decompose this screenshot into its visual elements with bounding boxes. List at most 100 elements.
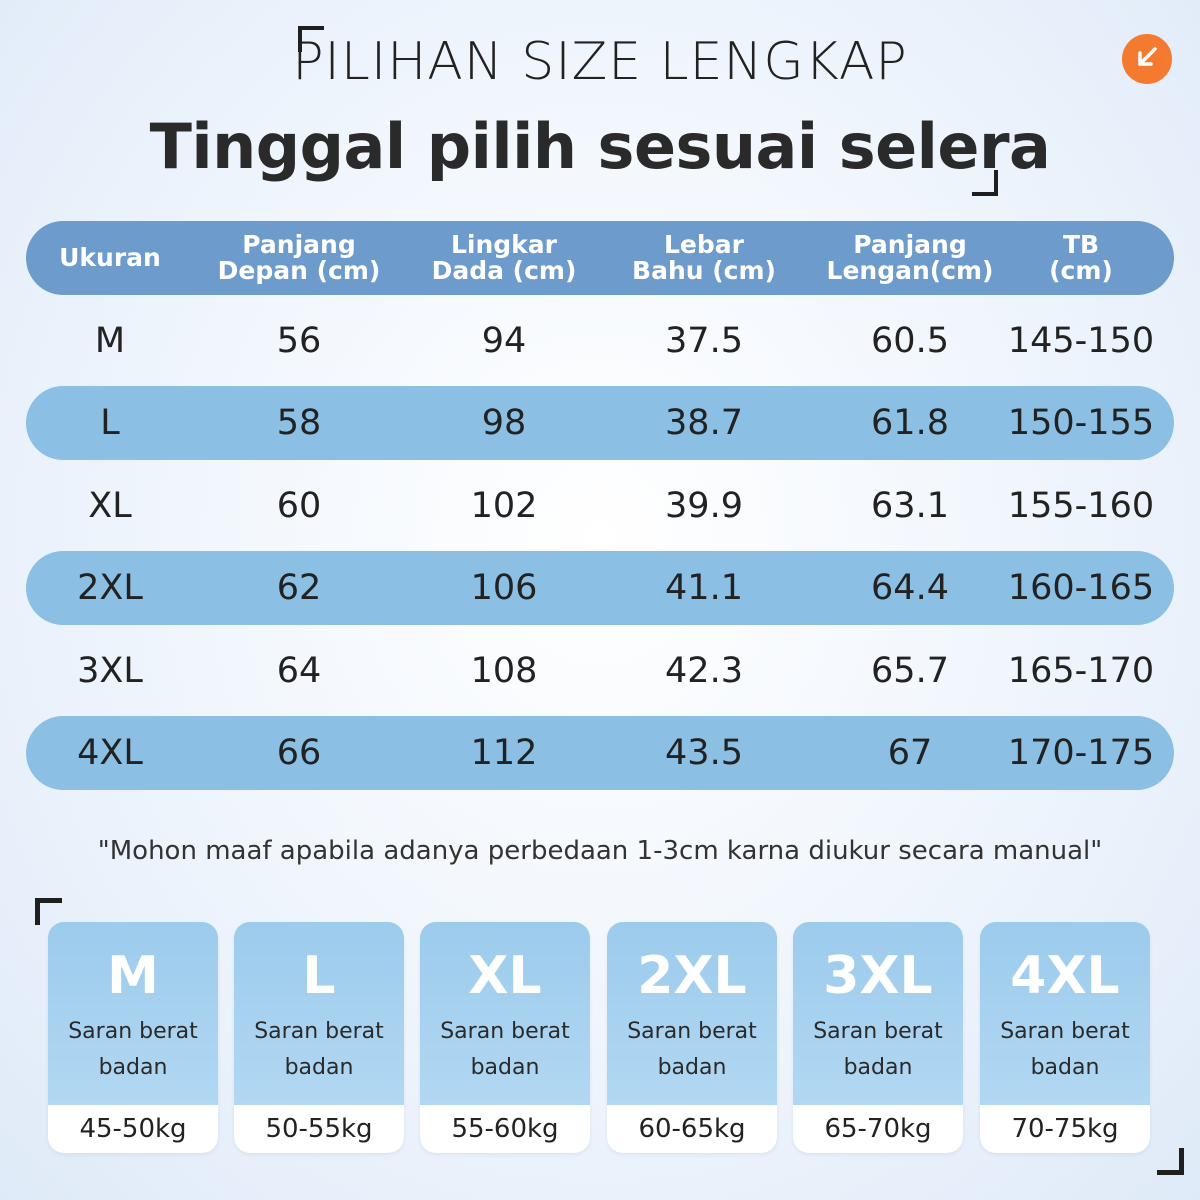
card-label: Saran berat badan — [980, 1014, 1150, 1086]
column-header-height: TB (cm) — [994, 221, 1168, 295]
table-cell: 170-175 — [1007, 733, 1155, 773]
table-cell: 60 — [276, 485, 322, 526]
column-header-shoulder: Lebar Bahu (cm) — [606, 221, 802, 295]
table-cell: 94 — [481, 320, 527, 361]
table-cell: 64.4 — [871, 568, 949, 608]
card-size: 3XL — [823, 946, 933, 1006]
table-cell: 41.1 — [665, 568, 743, 608]
table-cell: 145-150 — [1007, 320, 1155, 361]
column-header-line: TB — [1062, 230, 1100, 259]
card-weight: 60-65kg — [607, 1105, 777, 1153]
card-label-line: badan — [98, 1055, 168, 1080]
table-cell: 64 — [276, 650, 322, 691]
weight-card: L Saran berat badan 50-55kg — [234, 922, 404, 1153]
card-label-line: badan — [843, 1055, 913, 1080]
weight-card: 2XL Saran berat badan 60-65kg — [607, 922, 777, 1153]
table-cell: 150-155 — [1007, 403, 1155, 443]
card-size: XL — [468, 946, 542, 1006]
card-label-line: Saran berat — [254, 1019, 384, 1044]
corner-bracket-title-right — [972, 170, 998, 196]
table-cell: 66 — [276, 733, 322, 773]
size-table: Ukuran Panjang Depan (cm) Lingkar Dada (cm… — [26, 221, 1174, 799]
table-cell: 61.8 — [871, 403, 949, 443]
table-row: 2XL 62 106 41.1 64.4 160-165 — [26, 551, 1174, 625]
card-label: Saran berat badan — [420, 1014, 590, 1086]
weight-card: XL Saran berat badan 55-60kg — [420, 922, 590, 1153]
card-label: Saran berat badan — [234, 1014, 404, 1086]
column-header-line: Ukuran — [59, 243, 161, 272]
card-weight: 70-75kg — [980, 1105, 1150, 1153]
table-cell-size: L — [100, 403, 120, 443]
corner-bracket-bottom-right — [1157, 1148, 1184, 1175]
table-cell-size: XL — [88, 485, 132, 526]
card-weight: 55-60kg — [420, 1105, 590, 1153]
card-weight: 50-55kg — [234, 1105, 404, 1153]
table-cell: 39.9 — [665, 485, 743, 526]
column-header-line: Lingkar — [450, 230, 558, 259]
page-subtitle: PILIHAN SIZE LENGKAP — [292, 32, 908, 92]
column-header-line: Lengan(cm) — [826, 256, 994, 285]
table-cell: 38.7 — [665, 403, 743, 443]
table-cell: 37.5 — [665, 320, 743, 361]
card-label: Saran berat badan — [48, 1014, 218, 1086]
table-cell: 63.1 — [871, 485, 949, 526]
card-size: L — [302, 946, 336, 1006]
table-cell: 165-170 — [1007, 650, 1155, 691]
card-size: 4XL — [1010, 946, 1120, 1006]
column-header-line: Bahu (cm) — [632, 256, 776, 285]
table-cell: 67 — [887, 733, 933, 773]
card-size: 2XL — [637, 946, 747, 1006]
table-cell: 62 — [276, 568, 322, 608]
card-label-line: Saran berat — [68, 1019, 198, 1044]
page-title: Tinggal pilih sesuai selera — [149, 110, 1051, 183]
table-cell-size: 2XL — [77, 568, 143, 608]
weight-cards: M Saran berat badan 45-50kg L Saran berat… — [48, 922, 1152, 1153]
table-cell: 58 — [276, 403, 322, 443]
table-cell-size: 4XL — [77, 733, 143, 773]
table-header: Ukuran Panjang Depan (cm) Lingkar Dada (cm… — [26, 221, 1174, 295]
table-row: L 58 98 38.7 61.8 150-155 — [26, 386, 1174, 460]
table-cell-size: 3XL — [77, 650, 143, 691]
card-weight: 45-50kg — [48, 1105, 218, 1153]
corner-bracket-cards-left — [35, 898, 62, 925]
corner-bracket-top-left — [298, 26, 324, 52]
table-cell: 43.5 — [665, 733, 743, 773]
table-cell-size: M — [94, 320, 126, 361]
arrow-down-left-icon — [1132, 42, 1162, 76]
arrow-button[interactable] — [1122, 34, 1172, 84]
table-cell: 155-160 — [1007, 485, 1155, 526]
measurement-note: "Mohon maaf apabila adanya perbedaan 1-3… — [97, 836, 1103, 866]
column-header-line: (cm) — [1049, 256, 1113, 285]
column-header-line: Panjang — [242, 230, 356, 259]
column-header-line: Depan (cm) — [217, 256, 381, 285]
card-label-line: Saran berat — [813, 1019, 943, 1044]
table-cell: 60.5 — [871, 320, 949, 361]
table-cell: 106 — [470, 568, 538, 608]
table-cell: 98 — [481, 403, 527, 443]
table-cell: 56 — [276, 320, 322, 361]
table-cell: 65.7 — [871, 650, 949, 691]
table-cell: 108 — [470, 650, 538, 691]
column-header-chest: Lingkar Dada (cm) — [406, 221, 602, 295]
table-row: M 56 94 37.5 60.5 145-150 — [26, 304, 1174, 378]
column-header-line: Panjang — [853, 230, 967, 259]
column-header-front-length: Panjang Depan (cm) — [204, 221, 394, 295]
table-row: 4XL 66 112 43.5 67 170-175 — [26, 716, 1174, 790]
table-cell: 112 — [470, 733, 538, 773]
card-label-line: Saran berat — [1000, 1019, 1130, 1044]
table-row: 3XL 64 108 42.3 65.7 165-170 — [26, 634, 1174, 708]
table-cell: 160-165 — [1007, 568, 1155, 608]
weight-card: 3XL Saran berat badan 65-70kg — [793, 922, 963, 1153]
card-label-line: Saran berat — [440, 1019, 570, 1044]
card-label-line: badan — [657, 1055, 727, 1080]
weight-card: M Saran berat badan 45-50kg — [48, 922, 218, 1153]
card-label-line: badan — [470, 1055, 540, 1080]
card-label: Saran berat badan — [607, 1014, 777, 1086]
card-label-line: badan — [284, 1055, 354, 1080]
column-header-line: Lebar — [664, 230, 744, 259]
table-cell: 102 — [470, 485, 538, 526]
card-size: M — [107, 946, 159, 1006]
card-label-line: Saran berat — [627, 1019, 757, 1044]
table-row: XL 60 102 39.9 63.1 155-160 — [26, 469, 1174, 543]
card-weight: 65-70kg — [793, 1105, 963, 1153]
